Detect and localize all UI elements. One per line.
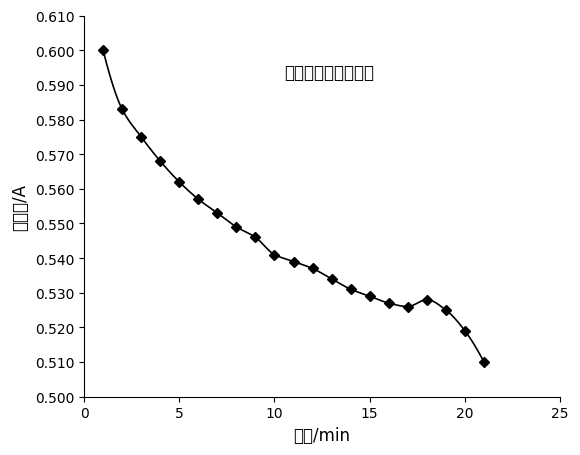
Y-axis label: 吸光度/A: 吸光度/A (11, 183, 29, 230)
X-axis label: 时间/min: 时间/min (293, 426, 350, 444)
Text: 溃水显色不稳定体系: 溃水显色不稳定体系 (284, 63, 374, 81)
